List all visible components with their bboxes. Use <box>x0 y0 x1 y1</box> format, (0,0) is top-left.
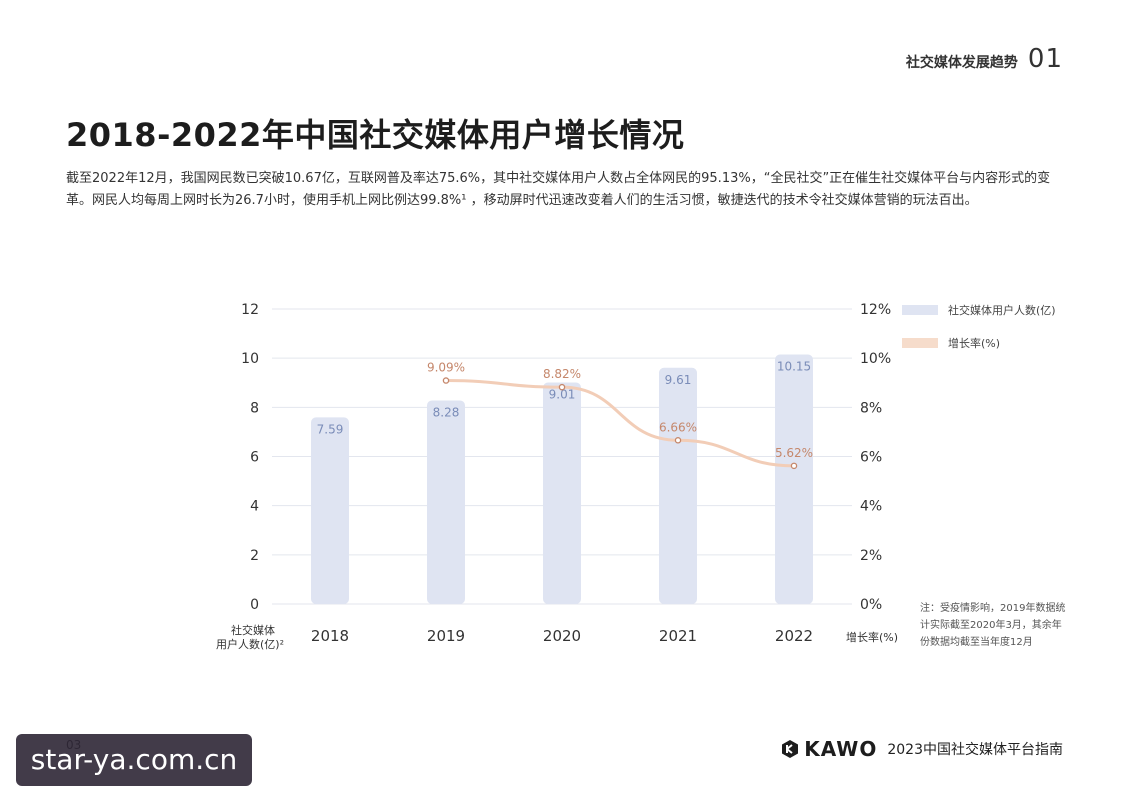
growth-value-label: 8.82% <box>543 367 581 381</box>
y-axis-title-line1: 社交媒体 <box>231 623 275 637</box>
bar-value-label: 8.28 <box>433 405 460 419</box>
section-number: 01 <box>1027 44 1063 74</box>
y-tick-label: 8 <box>250 400 259 416</box>
brand-name: KAWO <box>804 737 878 761</box>
legend-label-users: 社交媒体用户人数(亿) <box>948 304 1056 317</box>
brand-logo: KAWO <box>780 737 877 761</box>
y2-tick-label: 0% <box>860 597 882 613</box>
growth-value-label: 6.66% <box>659 420 697 434</box>
x-tick-label: 2021 <box>659 627 697 645</box>
y-tick-label: 10 <box>241 351 259 367</box>
legend-swatch-line <box>902 338 938 348</box>
bar <box>311 417 349 604</box>
chart-note: 注：受疫情影响，2019年数据统计实际截至2020年3月，其余年份数据均截至当年… <box>920 603 1066 648</box>
legend-item-users: 社交媒体用户人数(亿) <box>902 302 1056 318</box>
growth-line <box>444 379 796 468</box>
x-tick-label: 2019 <box>427 627 465 645</box>
growth-point <box>442 377 450 384</box>
y2-tick-label: 4% <box>860 499 882 515</box>
bar <box>659 367 697 604</box>
watermark: star-ya.com.cn <box>16 734 252 786</box>
legend-swatch-bar <box>902 305 938 315</box>
y-tick-label: 0 <box>250 597 259 613</box>
kawo-logo-icon <box>782 740 799 758</box>
y2-tick-label: 8% <box>860 400 882 416</box>
bar <box>427 400 465 604</box>
section-header: 社交媒体发展趋势 01 <box>906 44 1063 74</box>
bar-value-label: 9.01 <box>549 388 576 402</box>
section-name: 社交媒体发展趋势 <box>905 55 1018 71</box>
x-tick-label: 2022 <box>775 627 813 645</box>
y-tick-label: 6 <box>250 450 259 466</box>
bar-value-label: 10.15 <box>777 359 811 373</box>
y2-axis-title: 增长率(%) <box>846 630 898 644</box>
y-tick-label: 4 <box>250 499 259 515</box>
intro-paragraph: 截至2022年12月，我国网民数已突破10.67亿，互联网普及率达75.6%，其… <box>66 171 1051 208</box>
y-tick-label: 2 <box>250 548 259 564</box>
legend-item-growth: 增长率(%) <box>902 335 1000 351</box>
bar-value-label: 9.61 <box>665 373 692 387</box>
y-axis-title-line2: 用户人数(亿)² <box>216 637 284 651</box>
growth-point <box>558 383 566 391</box>
page-title: 2018-2022年中国社交媒体用户增长情况 <box>66 116 685 154</box>
y2-tick-label: 6% <box>860 450 882 466</box>
bar-value-label: 7.59 <box>317 422 344 436</box>
y2-tick-label: 12% <box>860 302 891 318</box>
growth-value-label: 5.62% <box>775 446 813 460</box>
bar <box>543 382 581 604</box>
footer-brand: KAWO 2023中国社交媒体平台指南 <box>780 737 1063 761</box>
report-name: 2023中国社交媒体平台指南 <box>887 742 1063 758</box>
x-tick-label: 2018 <box>311 627 349 645</box>
y2-tick-label: 10% <box>860 351 891 367</box>
growth-point <box>674 437 682 444</box>
growth-value-label: 9.09% <box>427 361 465 375</box>
y2-tick-label: 2% <box>860 548 882 564</box>
legend-label-growth: 增长率(%) <box>948 337 1001 350</box>
bar <box>775 354 813 604</box>
y-tick-label: 12 <box>241 302 259 318</box>
growth-point <box>790 462 798 470</box>
x-tick-label: 2020 <box>543 627 581 645</box>
